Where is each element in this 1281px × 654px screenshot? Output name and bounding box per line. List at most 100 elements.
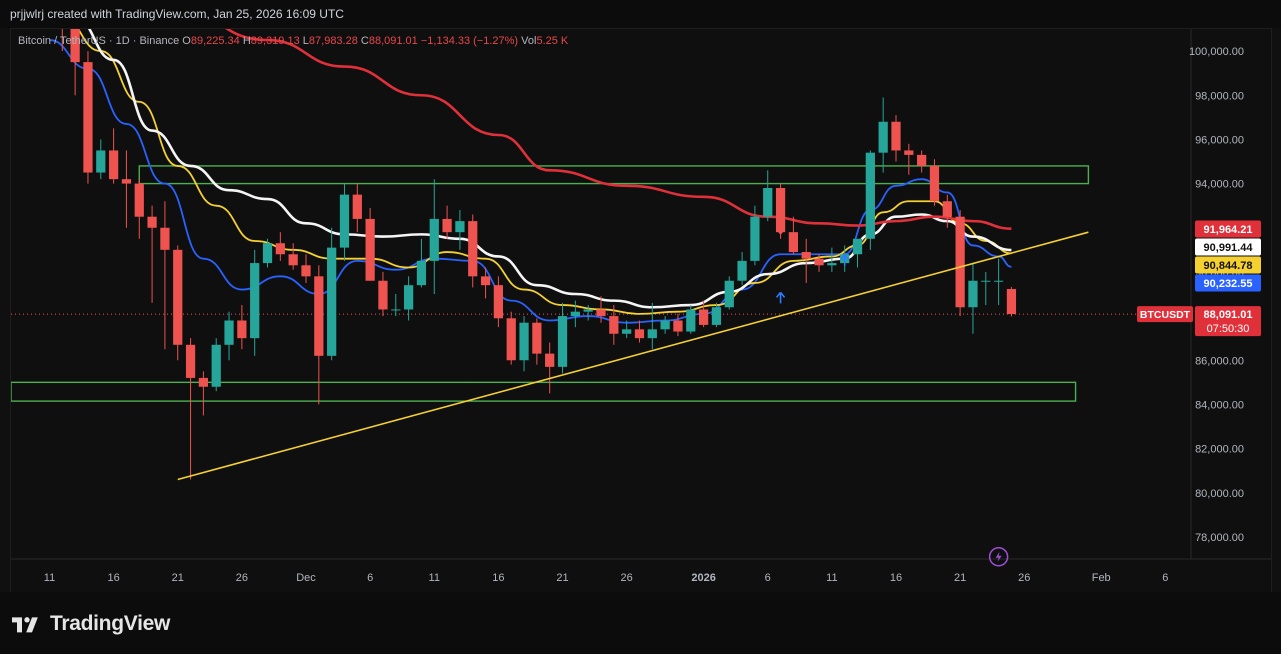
candle-body: [262, 243, 273, 264]
x-tick-label: 16: [492, 572, 504, 584]
candle-body: [596, 309, 606, 317]
candle-body: [647, 329, 657, 339]
close-value: 88,091.01: [368, 35, 418, 47]
change-value: −1,134.33 (−1.27%): [420, 35, 519, 47]
candle-body: [570, 311, 580, 317]
candle-body: [686, 309, 696, 332]
candle-body: [609, 316, 619, 334]
x-tick-label: 16: [107, 572, 119, 584]
candle-body: [352, 194, 362, 219]
symbol-price-tag: [1137, 306, 1193, 323]
candle-body: [929, 165, 940, 202]
candle-body: [480, 276, 491, 286]
candle-body: [698, 309, 709, 325]
signal-arrow-up: [840, 254, 850, 266]
candle-body: [904, 150, 914, 155]
candle-body: [442, 218, 452, 233]
candlestick-chart[interactable]: 78,000.00 80,000.00 82,000.00 84,000.00 86,0…: [11, 29, 1271, 593]
x-tick-label: 11: [429, 572, 440, 584]
last-price-value: 88,091.01: [1204, 309, 1253, 321]
symbol-legend[interactable]: Bitcoin / TetherUS · 1D · Binance O89,22…: [18, 35, 568, 47]
candle-body: [763, 188, 773, 217]
candle-body: [378, 280, 388, 310]
y-tick-label: 78,000.00: [1195, 532, 1244, 544]
candle-body: [942, 201, 952, 217]
candle-body: [865, 152, 875, 239]
candle-body: [250, 263, 260, 339]
tradingview-logo-icon: [12, 617, 38, 633]
candle-body: [724, 280, 734, 308]
candle-body: [878, 121, 888, 153]
x-tick-label: 26: [236, 572, 248, 584]
candle-body: [83, 62, 93, 173]
ema-line-red: [225, 29, 1012, 230]
low-value: 87,983.28: [308, 35, 358, 47]
candle-body: [506, 318, 516, 361]
footer-bar: [0, 592, 1281, 654]
symbol-price-tag-text: BTCUSDT: [1140, 309, 1191, 321]
candle-body: [917, 154, 927, 166]
lightning-icon: [988, 547, 1009, 567]
y-tick-label: 86,000.00: [1195, 355, 1244, 367]
high-value: 89,319.13: [250, 35, 300, 47]
signal-arrow-up: [775, 291, 786, 304]
candle-body: [981, 280, 991, 282]
candle-body: [532, 322, 542, 354]
candle-body: [96, 150, 106, 173]
ma-price-tag-text: 91,964.21: [1204, 224, 1253, 236]
candle-body: [737, 260, 747, 281]
candle-body: [301, 265, 311, 277]
candle-body: [1006, 289, 1017, 315]
support-resistance-zone: [138, 165, 1090, 185]
candle-body: [160, 227, 170, 250]
candle-body: [660, 320, 670, 330]
candle-body: [391, 309, 401, 311]
y-tick-label: 100,000.00: [1189, 46, 1244, 58]
y-tick-label: 94,000.00: [1195, 179, 1244, 191]
candle-body: [968, 280, 978, 308]
open-label: O: [182, 35, 191, 47]
candle-body: [634, 329, 645, 339]
volume-value: 5.25 K: [536, 35, 569, 47]
open-value: 89,225.34: [190, 35, 240, 47]
y-tick-label: 82,000.00: [1195, 444, 1244, 456]
ma-price-tag-white: [1195, 238, 1261, 256]
x-tick-label: 6: [1162, 572, 1168, 584]
candle-body: [955, 216, 965, 308]
candle-body: [891, 121, 901, 151]
candle-body: [519, 322, 529, 361]
plot-layer: [11, 29, 1191, 481]
candle-body: [750, 216, 760, 261]
brand-name: TradingView: [50, 612, 171, 635]
countdown-timer: 07:50:30: [1207, 323, 1250, 335]
candle-body: [583, 309, 593, 312]
y-tick-label: 80,000.00: [1195, 488, 1244, 500]
ma-price-tag-red: [1195, 220, 1261, 238]
candle-body: [557, 316, 568, 367]
candle-body: [224, 320, 234, 345]
candle-body: [801, 252, 811, 259]
candle-body: [775, 188, 786, 233]
ma-price-tag-text: 90,232.55: [1204, 278, 1253, 290]
high-label: H: [242, 35, 251, 47]
candle-body: [121, 179, 132, 184]
candle-body: [468, 221, 478, 277]
chart-area[interactable]: 78,000.00 80,000.00 82,000.00 84,000.00 86,0…: [10, 28, 1272, 594]
x-tick-label: 16: [890, 572, 902, 584]
candle-body: [403, 285, 414, 310]
x-tick-label: 21: [954, 572, 966, 584]
x-tick-label: 26: [621, 572, 633, 584]
candle-body: [429, 218, 439, 261]
candle-body: [288, 254, 298, 266]
close-label: C: [360, 35, 369, 47]
candle-body: [365, 218, 375, 281]
candle-body: [211, 344, 221, 387]
tradingview-logo[interactable]: TradingView: [12, 612, 170, 636]
volume-label: Vol: [521, 35, 537, 47]
support-resistance-zone: [11, 381, 1077, 402]
symbol-name[interactable]: Bitcoin / TetherUS · 1D · Binance: [18, 35, 180, 47]
candle-body: [237, 320, 247, 339]
x-tick-label: Dec: [296, 572, 316, 584]
ma-price-tag-yellow: [1195, 256, 1261, 274]
candle-body: [108, 150, 119, 180]
